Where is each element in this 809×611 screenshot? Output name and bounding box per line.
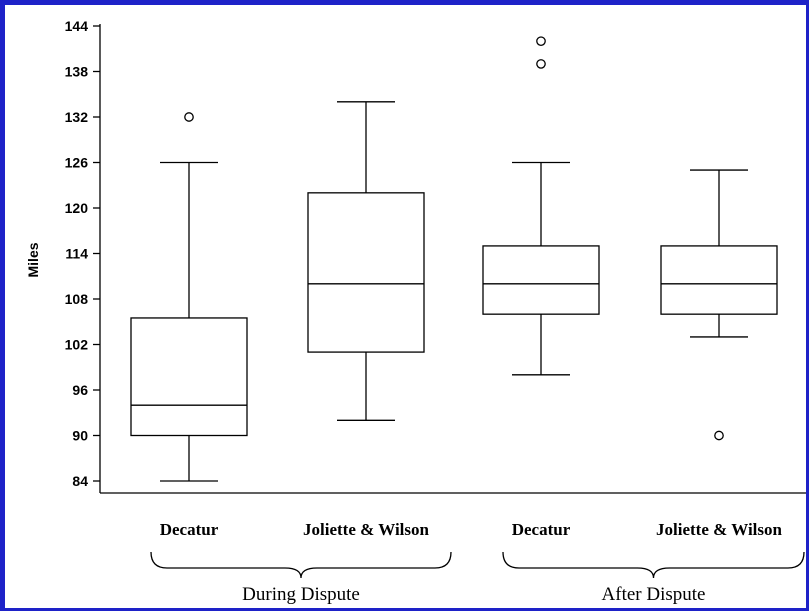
group-label: After Dispute [602,584,706,605]
y-tick-label: 120 [65,200,89,216]
y-axis-ticks: 84 90 96 102 108 114 120 126 132 138 144 [65,18,100,489]
x-category-label: Joliette & Wilson [656,520,782,539]
y-tick-label: 126 [65,155,89,171]
y-tick-label: 114 [65,246,88,262]
y-tick-label: 102 [65,337,89,353]
axes [99,24,806,494]
y-tick-label: 96 [72,382,88,398]
box-3 [482,36,600,376]
outlier-point [714,430,724,441]
x-category-label: Joliette & Wilson [303,520,429,539]
group-braces: During Dispute After Dispute [150,551,805,605]
group-label: During Dispute [242,584,360,605]
box-2 [307,101,425,421]
boxes [130,36,778,482]
box-body [307,192,425,353]
outlier-point [536,36,546,47]
box-4 [660,169,778,441]
y-tick-label: 144 [65,18,89,34]
y-axis-label: Miles [25,242,41,277]
x-axis-labels: Decatur Joliette & Wilson Decatur Joliette … [160,520,783,539]
box-body [130,317,248,437]
y-tick-label: 108 [65,291,89,307]
x-category-label: Decatur [160,520,219,539]
outlier-point [536,59,546,69]
y-tick-label: 84 [72,473,88,489]
y-tick-label: 132 [65,109,89,125]
box-body [482,245,600,315]
box-body [660,245,778,315]
group-brace [502,551,805,579]
y-tick-label: 138 [65,64,89,80]
group-brace [150,551,452,579]
y-tick-label: 90 [72,428,88,444]
box-1 [130,112,248,482]
outlier-point [184,112,194,122]
x-category-label: Decatur [512,520,571,539]
